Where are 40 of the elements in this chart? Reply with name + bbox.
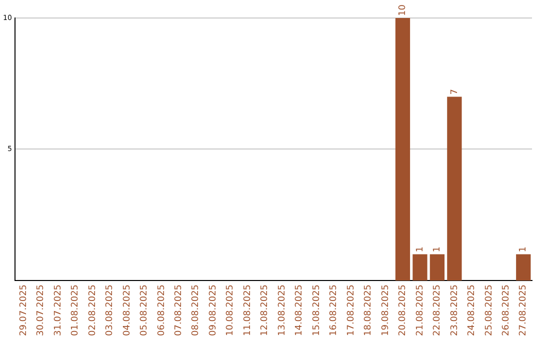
x-tick-label: 25.08.2025: [484, 284, 494, 336]
x-tick-label: 22.08.2025: [432, 284, 443, 336]
data-label: 10: [398, 4, 408, 16]
x-tick-label: 13.08.2025: [277, 284, 288, 336]
bar: [447, 96, 462, 280]
x-tick-label: 12.08.2025: [260, 284, 270, 336]
x-tick-label: 18.08.2025: [364, 284, 374, 336]
x-tick-label: 23.08.2025: [450, 284, 460, 336]
x-tick-label: 17.08.2025: [346, 284, 356, 336]
x-tick-label: 24.08.2025: [467, 284, 478, 336]
x-tick-label: 30.07.2025: [36, 284, 46, 336]
x-tick-label: 06.08.2025: [156, 284, 167, 336]
x-tick-label: 16.08.2025: [329, 284, 340, 336]
x-tick-label: 01.08.2025: [70, 284, 81, 336]
x-tick-label: 21.08.2025: [415, 284, 426, 336]
bar: [395, 18, 410, 280]
x-tick-label: 09.08.2025: [208, 284, 218, 336]
x-tick-label: 15.08.2025: [312, 284, 322, 336]
x-tick-label: 02.08.2025: [88, 284, 98, 336]
x-tick-label: 05.08.2025: [140, 284, 150, 336]
x-tick-label: 29.07.2025: [18, 284, 29, 336]
data-label: 1: [518, 246, 529, 252]
x-tick-label: 31.07.2025: [53, 284, 64, 336]
x-tick-label: 03.08.2025: [105, 284, 116, 336]
x-tick-label: 14.08.2025: [294, 284, 305, 336]
x-tick-label: 08.08.2025: [191, 284, 202, 336]
bar: [412, 254, 428, 280]
x-tick-label: 20.08.2025: [398, 284, 408, 336]
x-tick-label: 26.08.2025: [501, 284, 512, 336]
data-label: 7: [450, 89, 460, 95]
data-label: 1: [432, 246, 443, 252]
bar: [516, 254, 531, 280]
bar: [430, 254, 445, 280]
x-tick-label: 04.08.2025: [122, 284, 132, 336]
data-label: 1: [415, 246, 426, 252]
x-tick-label: 19.08.2025: [380, 284, 391, 336]
x-tick-label: 27.08.2025: [518, 284, 529, 336]
x-tick-label: 10.08.2025: [226, 284, 236, 336]
x-tick-label: 11.08.2025: [242, 284, 253, 336]
x-tick-label: 07.08.2025: [174, 284, 184, 336]
